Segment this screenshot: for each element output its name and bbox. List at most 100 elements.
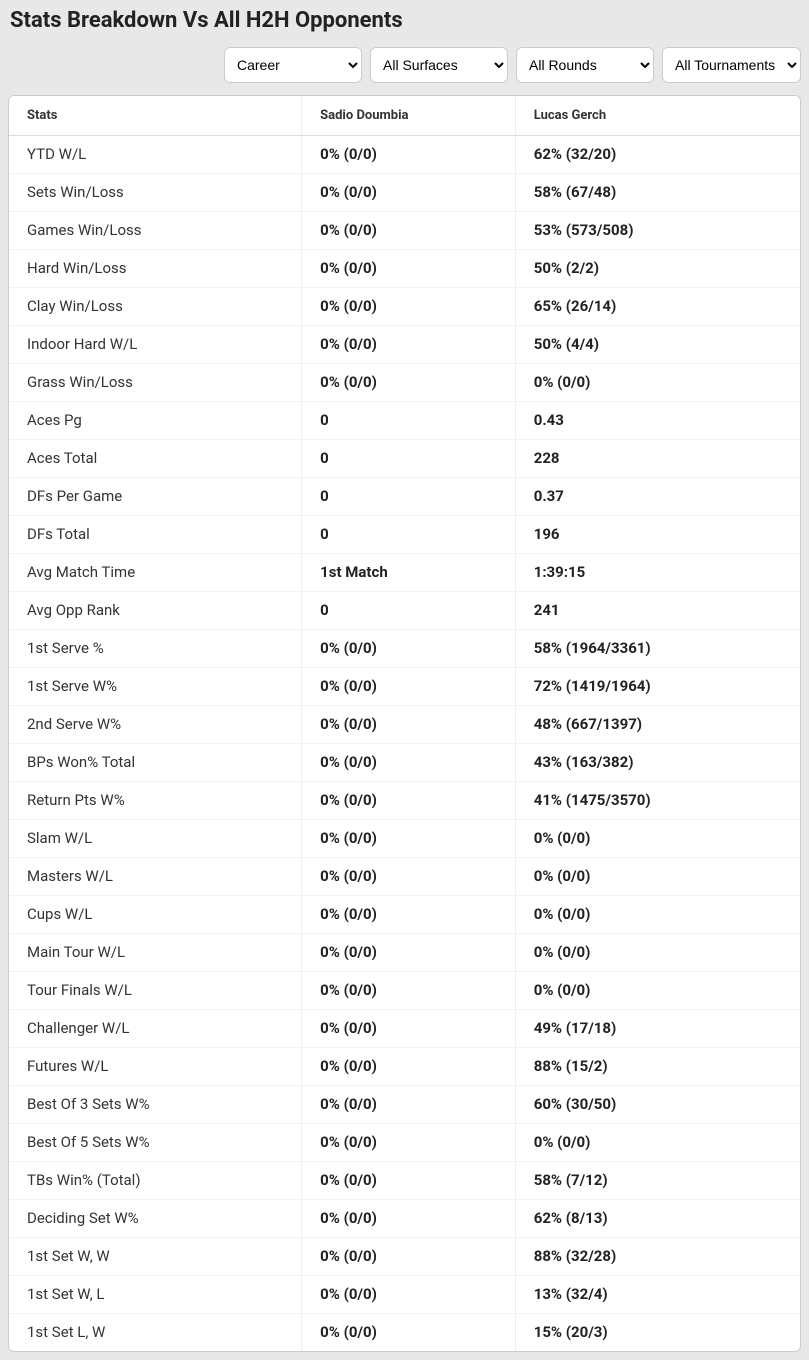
player1-value: 0% (0/0) (302, 326, 516, 364)
player1-value: 0% (0/0) (302, 136, 516, 174)
player1-value: 0 (302, 440, 516, 478)
player1-value: 0% (0/0) (302, 1124, 516, 1162)
stat-label: 1st Set W, W (9, 1238, 302, 1276)
table-row: Best Of 3 Sets W%0% (0/0)60% (30/50) (9, 1086, 800, 1124)
stat-label: Hard Win/Loss (9, 250, 302, 288)
table-row: DFs Per Game00.37 (9, 478, 800, 516)
table-row: DFs Total0196 (9, 516, 800, 554)
round-select[interactable]: All Rounds (516, 47, 654, 83)
player2-value: 62% (32/20) (515, 136, 800, 174)
player2-value: 58% (67/48) (515, 174, 800, 212)
stat-label: 1st Serve W% (9, 668, 302, 706)
player1-value: 0% (0/0) (302, 896, 516, 934)
stat-label: YTD W/L (9, 136, 302, 174)
player1-value: 0% (0/0) (302, 744, 516, 782)
stat-label: DFs Total (9, 516, 302, 554)
player2-value: 50% (4/4) (515, 326, 800, 364)
table-row: Futures W/L0% (0/0)88% (15/2) (9, 1048, 800, 1086)
stat-label: 1st Set L, W (9, 1314, 302, 1352)
stat-label: Avg Match Time (9, 554, 302, 592)
table-row: Return Pts W%0% (0/0)41% (1475/3570) (9, 782, 800, 820)
player2-value: 228 (515, 440, 800, 478)
player2-value: 43% (163/382) (515, 744, 800, 782)
player1-value: 0% (0/0) (302, 1086, 516, 1124)
player2-value: 0% (0/0) (515, 858, 800, 896)
col-player1: Sadio Doumbia (302, 96, 516, 136)
player2-value: 62% (8/13) (515, 1200, 800, 1238)
filter-bar: Career All Surfaces All Rounds All Tourn… (8, 47, 801, 83)
player2-value: 72% (1419/1964) (515, 668, 800, 706)
player1-value: 0% (0/0) (302, 782, 516, 820)
player2-value: 53% (573/508) (515, 212, 800, 250)
stat-label: Masters W/L (9, 858, 302, 896)
stat-label: Cups W/L (9, 896, 302, 934)
player2-value: 88% (15/2) (515, 1048, 800, 1086)
player2-value: 58% (1964/3361) (515, 630, 800, 668)
table-row: Best Of 5 Sets W%0% (0/0)0% (0/0) (9, 1124, 800, 1162)
col-player2: Lucas Gerch (515, 96, 800, 136)
stat-label: Aces Total (9, 440, 302, 478)
player1-value: 0 (302, 592, 516, 630)
player1-value: 0% (0/0) (302, 972, 516, 1010)
player2-value: 48% (667/1397) (515, 706, 800, 744)
player1-value: 0% (0/0) (302, 706, 516, 744)
player2-value: 0% (0/0) (515, 364, 800, 402)
player2-value: 88% (32/28) (515, 1238, 800, 1276)
stat-label: Tour Finals W/L (9, 972, 302, 1010)
table-row: Games Win/Loss0% (0/0)53% (573/508) (9, 212, 800, 250)
player1-value: 0% (0/0) (302, 1314, 516, 1352)
stat-label: Indoor Hard W/L (9, 326, 302, 364)
table-row: 1st Set W, L0% (0/0)13% (32/4) (9, 1276, 800, 1314)
player2-value: 196 (515, 516, 800, 554)
player1-value: 0 (302, 478, 516, 516)
player1-value: 0% (0/0) (302, 1238, 516, 1276)
table-row: 1st Set L, W0% (0/0)15% (20/3) (9, 1314, 800, 1352)
table-row: 1st Set W, W0% (0/0)88% (32/28) (9, 1238, 800, 1276)
player1-value: 0% (0/0) (302, 934, 516, 972)
player2-value: 65% (26/14) (515, 288, 800, 326)
surface-select[interactable]: All Surfaces (370, 47, 508, 83)
player1-value: 0% (0/0) (302, 174, 516, 212)
table-row: Hard Win/Loss0% (0/0)50% (2/2) (9, 250, 800, 288)
stat-label: Challenger W/L (9, 1010, 302, 1048)
stat-label: 1st Set W, L (9, 1276, 302, 1314)
player2-value: 0.37 (515, 478, 800, 516)
player1-value: 0% (0/0) (302, 288, 516, 326)
stat-label: Main Tour W/L (9, 934, 302, 972)
player2-value: 241 (515, 592, 800, 630)
player1-value: 0% (0/0) (302, 1200, 516, 1238)
stat-label: Aces Pg (9, 402, 302, 440)
stat-label: Best Of 5 Sets W% (9, 1124, 302, 1162)
player1-value: 0% (0/0) (302, 630, 516, 668)
player2-value: 0% (0/0) (515, 820, 800, 858)
tournament-select[interactable]: All Tournaments (662, 47, 801, 83)
player2-value: 58% (7/12) (515, 1162, 800, 1200)
player1-value: 0% (0/0) (302, 364, 516, 402)
table-row: 2nd Serve W%0% (0/0)48% (667/1397) (9, 706, 800, 744)
stat-label: Futures W/L (9, 1048, 302, 1086)
table-row: Aces Total0228 (9, 440, 800, 478)
period-select[interactable]: Career (224, 47, 362, 83)
stats-table-container: Stats Sadio Doumbia Lucas Gerch YTD W/L0… (8, 95, 801, 1352)
table-row: Indoor Hard W/L0% (0/0)50% (4/4) (9, 326, 800, 364)
table-row: Masters W/L0% (0/0)0% (0/0) (9, 858, 800, 896)
stat-label: Slam W/L (9, 820, 302, 858)
table-row: Avg Match Time1st Match1:39:15 (9, 554, 800, 592)
table-row: 1st Serve W%0% (0/0)72% (1419/1964) (9, 668, 800, 706)
table-row: Slam W/L0% (0/0)0% (0/0) (9, 820, 800, 858)
stat-label: Grass Win/Loss (9, 364, 302, 402)
player2-value: 1:39:15 (515, 554, 800, 592)
table-row: Sets Win/Loss0% (0/0)58% (67/48) (9, 174, 800, 212)
stat-label: Games Win/Loss (9, 212, 302, 250)
player1-value: 0% (0/0) (302, 1276, 516, 1314)
stat-label: 2nd Serve W% (9, 706, 302, 744)
player2-value: 41% (1475/3570) (515, 782, 800, 820)
table-row: Clay Win/Loss0% (0/0)65% (26/14) (9, 288, 800, 326)
table-row: TBs Win% (Total)0% (0/0)58% (7/12) (9, 1162, 800, 1200)
table-row: YTD W/L0% (0/0)62% (32/20) (9, 136, 800, 174)
stat-label: 1st Serve % (9, 630, 302, 668)
table-row: Cups W/L0% (0/0)0% (0/0) (9, 896, 800, 934)
player1-value: 0% (0/0) (302, 1010, 516, 1048)
stat-label: Avg Opp Rank (9, 592, 302, 630)
table-row: Grass Win/Loss0% (0/0)0% (0/0) (9, 364, 800, 402)
